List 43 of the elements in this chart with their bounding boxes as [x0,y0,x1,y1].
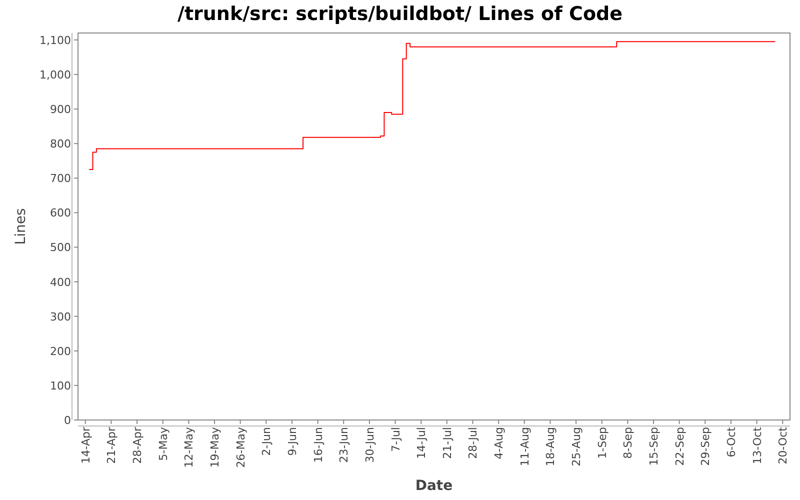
x-tick-label: 21-Jul [440,427,454,459]
x-axis-title: Date [415,478,453,494]
y-tick-label: 100 [50,379,71,392]
x-tick-label: 28-Apr [131,426,144,464]
y-tick-label: 1,000 [40,68,71,82]
x-tick-label: 30-Jun [363,426,376,463]
y-tick-label: 1,100 [40,34,71,47]
y-tick-label: 0 [64,414,71,427]
x-tick-label: 13-Oct [750,426,764,464]
chart-title: /trunk/src: scripts/buildbot/ Lines of Code [178,3,622,25]
x-tick-label: 2-Jun [260,426,274,456]
x-tick-label: 15-Sep [648,426,661,466]
y-tick-label: 400 [50,276,71,289]
x-tick-label: 7-Jul [389,427,402,452]
x-tick-label: 1-Sep [596,426,609,459]
y-tick-label: 800 [50,138,71,151]
y-tick-label: 700 [50,172,71,186]
x-tick-label: 11-Aug [518,427,532,466]
y-tick-label: 900 [50,103,71,116]
x-tick-label: 20-Oct [776,426,790,464]
x-tick-label: 22-Sep [673,426,686,466]
x-tick-label: 25-Aug [570,427,584,466]
y-tick-label: 600 [50,206,71,220]
x-tick-label: 23-Jun [338,426,351,463]
y-tick-label: 500 [50,241,71,254]
x-tick-label: 4-Aug [492,427,506,460]
x-tick-label: 9-Jun [286,426,299,456]
x-tick-label: 14-Jul [415,427,428,459]
x-tick-label: 8-Sep [622,426,635,459]
x-tick-label: 26-May [234,426,248,468]
x-tick-label: 16-Jun [312,426,325,463]
x-tick-label: 18-Aug [544,427,558,466]
y-axis-title: Lines [13,208,29,245]
x-tick-label: 5-May [156,426,170,461]
x-tick-label: 6-Oct [724,426,738,458]
x-tick-label: 21-Apr [105,426,118,464]
x-tick-label: 28-Jul [466,427,480,459]
x-tick-label: 19-May [208,426,222,468]
x-tick-label: 12-May [182,426,196,468]
x-tick-label: 29-Sep [699,426,712,466]
y-tick-label: 300 [50,310,71,324]
x-tick-label: 14-Apr [79,426,92,464]
y-tick-label: 200 [50,344,71,358]
